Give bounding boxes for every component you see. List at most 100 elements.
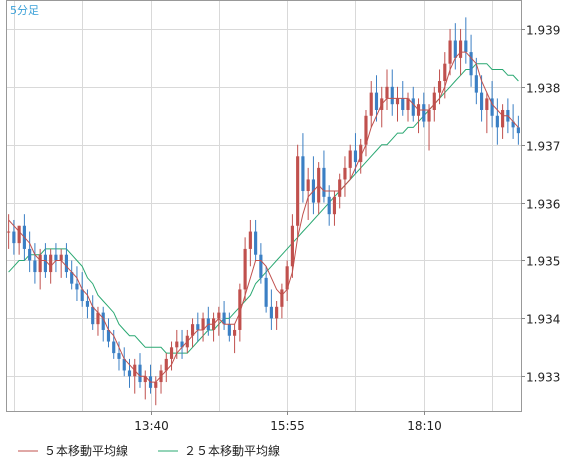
candle	[448, 28, 452, 76]
candle-body	[348, 150, 352, 168]
candle-body	[122, 358, 126, 371]
candle	[390, 69, 394, 116]
candle-body	[227, 324, 231, 336]
candle	[248, 219, 252, 267]
candle-body	[49, 254, 53, 273]
chart-title: 5分足	[10, 4, 39, 17]
candle-body	[164, 358, 168, 371]
candle	[7, 214, 11, 249]
candle-body	[469, 52, 473, 76]
candle	[343, 156, 347, 197]
y-tick-label: 1.934	[526, 313, 560, 327]
candle-body	[196, 324, 200, 330]
candle-body	[395, 98, 400, 105]
candle	[101, 306, 105, 342]
candle	[180, 329, 184, 359]
legend-ma25-label: ２５本移動平均線	[184, 443, 280, 458]
y-axis: 1.939 1.938 1.937 1.936 1.935 1.934 1.933	[521, 24, 560, 385]
candle-body	[117, 353, 121, 359]
candle	[427, 104, 431, 151]
candle-body	[70, 272, 74, 284]
candle	[516, 115, 520, 145]
candle	[443, 52, 447, 99]
candle-body	[175, 341, 179, 348]
candle	[222, 301, 226, 330]
candle	[259, 243, 263, 284]
candle	[70, 260, 74, 290]
candle-body	[222, 312, 226, 325]
y-tick-label: 1.936	[526, 198, 560, 212]
candle	[91, 295, 95, 330]
legend-ma5-label: ５本移動平均線	[44, 443, 128, 458]
candle	[280, 283, 284, 319]
candle	[275, 301, 279, 330]
candle-body	[96, 312, 100, 325]
candle	[453, 23, 457, 70]
candle-body	[190, 324, 195, 336]
x-tick-label: 18:10	[407, 419, 442, 433]
candle	[469, 34, 473, 87]
candle-body	[422, 104, 426, 122]
candle	[406, 92, 410, 122]
candle-body	[248, 231, 252, 249]
candle-body	[243, 248, 247, 290]
candle-body	[201, 318, 205, 330]
candle-body	[7, 231, 11, 233]
candle-body	[511, 121, 515, 128]
candle	[306, 167, 310, 220]
plot-area	[6, 0, 521, 411]
candle	[217, 306, 221, 336]
candle	[269, 289, 273, 330]
candle-body	[490, 98, 494, 116]
candle-body	[406, 98, 410, 110]
candle	[127, 358, 132, 388]
candle	[243, 237, 247, 302]
candle-body	[269, 306, 273, 319]
candle-body	[322, 167, 326, 197]
candle-body	[33, 260, 37, 273]
candle-body	[501, 109, 505, 128]
candle-body	[332, 196, 337, 215]
candle	[464, 17, 468, 64]
candle	[290, 214, 294, 278]
candle	[85, 289, 90, 319]
candle-body	[169, 347, 174, 359]
ma5-line	[8, 51, 519, 383]
x-tick-label: 15:55	[270, 419, 305, 433]
candle-body	[448, 40, 452, 64]
candle-body	[106, 329, 111, 342]
candle-body	[343, 167, 347, 180]
candle	[327, 185, 331, 226]
candle-body	[327, 196, 331, 215]
candle-body	[85, 301, 90, 307]
candle-body	[264, 277, 268, 307]
candle-body	[401, 98, 405, 110]
candle-body	[17, 225, 21, 244]
candle-body	[59, 254, 63, 261]
x-tick-label: 13:40	[134, 419, 169, 433]
candle-body	[495, 115, 499, 128]
candle	[143, 370, 147, 400]
candle-body	[374, 92, 379, 110]
ma5-layer	[8, 51, 519, 383]
candle-body	[369, 92, 373, 116]
candle	[254, 219, 258, 261]
candle-body	[290, 225, 294, 267]
candle	[227, 312, 231, 342]
candle-body	[80, 289, 84, 302]
candle	[154, 376, 158, 406]
candle	[233, 324, 237, 354]
candle	[395, 86, 400, 122]
candle	[485, 92, 489, 134]
y-tick-label: 1.935	[526, 255, 560, 269]
candle	[28, 231, 32, 273]
candle	[112, 329, 116, 359]
candle-body	[64, 254, 69, 273]
candle-body	[458, 40, 463, 58]
candle-body	[127, 370, 132, 377]
candle-body	[43, 254, 47, 273]
candle	[54, 243, 58, 273]
candle-body	[275, 306, 279, 319]
candle	[474, 57, 478, 105]
